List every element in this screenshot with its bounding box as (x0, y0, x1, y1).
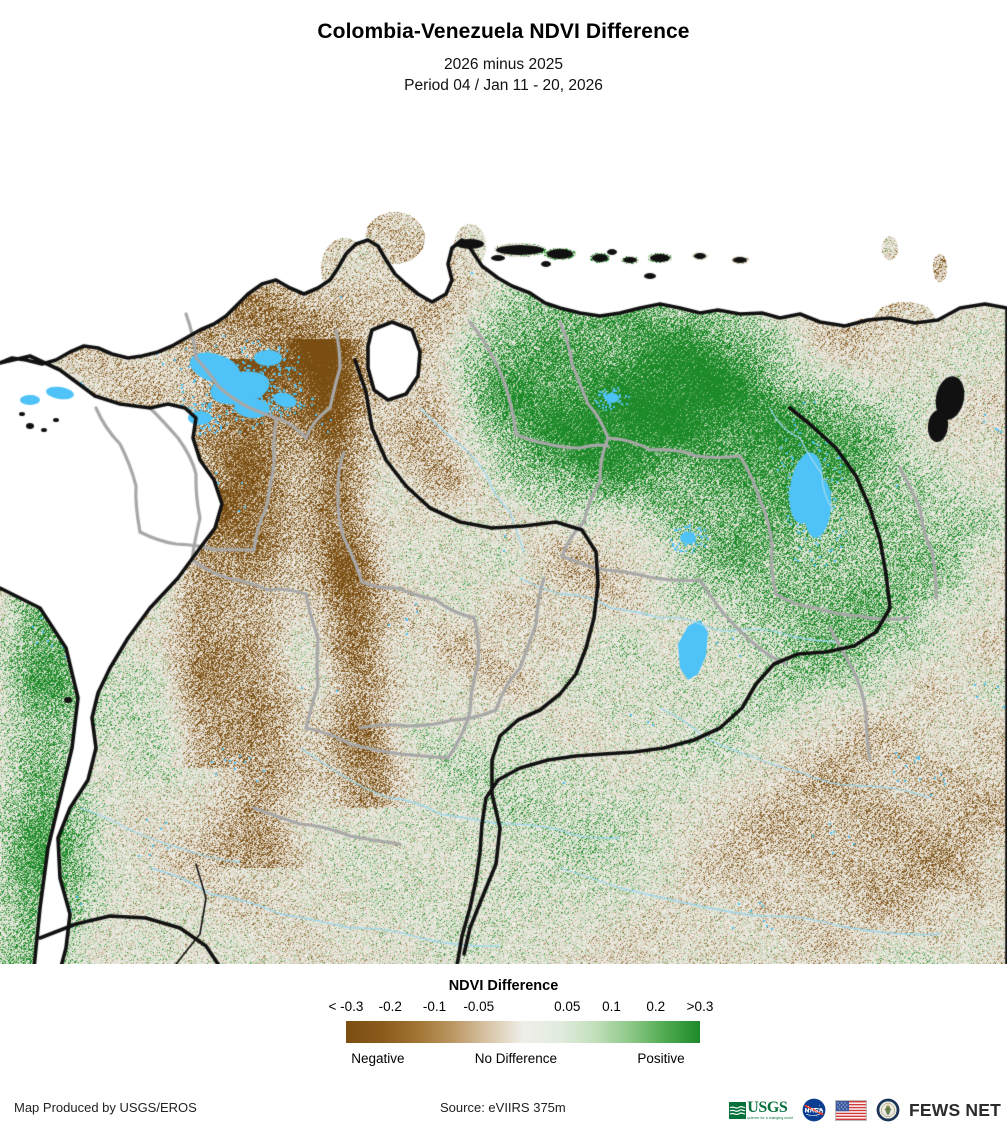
us-flag-logo (835, 1100, 867, 1121)
subtitle-year-comparison: 2026 minus 2025 (0, 44, 1007, 74)
logo-strip: USGS science for a changing world NASA (729, 1092, 1001, 1128)
map-credit: Map Produced by USGS/EROS (14, 1100, 197, 1115)
legend-tick-4: 0.05 (554, 999, 580, 1014)
legend-category-0: Negative (351, 1051, 404, 1066)
usgs-logo-tagline: science for a changing world (747, 1117, 793, 1120)
legend: NDVI Difference < -0.3 -0.2 -0.1 -0.05 0.05 0… (0, 978, 1007, 1073)
title-block: Colombia-Venezuela NDVI Difference 2026 … (0, 0, 1007, 95)
footer: Map Produced by USGS/EROS Source: eVIIRS… (0, 1092, 1007, 1128)
legend-tick-6: 0.2 (646, 999, 665, 1014)
legend-tick-labels: < -0.3 -0.2 -0.1 -0.05 0.05 0.1 0.2 >0.3 (0, 999, 1007, 1019)
legend-category-2: Positive (637, 1051, 684, 1066)
usgs-logo-word: USGS (747, 1100, 793, 1116)
page-title: Colombia-Venezuela NDVI Difference (0, 0, 1007, 44)
legend-category-1: No Difference (475, 1051, 557, 1066)
svg-text:NASA: NASA (805, 1107, 824, 1114)
legend-tick-3: -0.05 (463, 999, 494, 1014)
legend-tick-5: 0.1 (602, 999, 621, 1014)
fews-net-logo-word: FEWS NET (909, 1100, 1001, 1121)
legend-title: NDVI Difference (0, 978, 1007, 994)
state-dept-seal-logo (876, 1098, 900, 1122)
legend-tick-7: >0.3 (687, 999, 714, 1014)
legend-tick-1: -0.2 (379, 999, 402, 1014)
map-viewport[interactable] (0, 108, 1007, 964)
usgs-wave-icon (729, 1102, 746, 1119)
usgs-logo: USGS science for a changing world (729, 1100, 793, 1120)
data-source: Source: eVIIRS 375m (440, 1100, 566, 1115)
subtitle-period: Period 04 / Jan 11 - 20, 2026 (0, 74, 1007, 95)
legend-category-labels: Negative No Difference Positive (0, 1051, 1007, 1073)
legend-tick-0: < -0.3 (329, 999, 364, 1014)
legend-tick-2: -0.1 (423, 999, 446, 1014)
ndvi-difference-raster[interactable] (0, 108, 1007, 964)
nasa-logo: NASA (802, 1098, 826, 1122)
legend-colorbar-wrap (0, 1021, 1007, 1043)
legend-colorbar (346, 1021, 700, 1043)
